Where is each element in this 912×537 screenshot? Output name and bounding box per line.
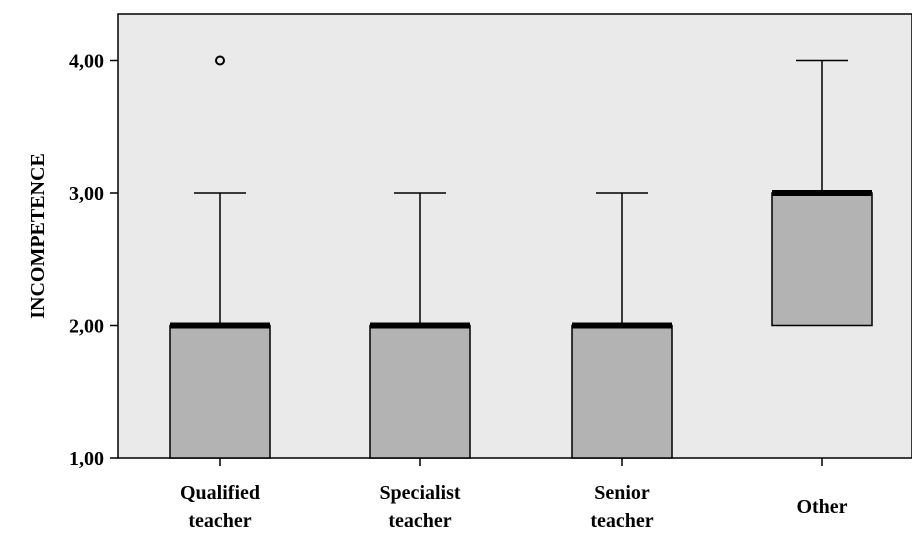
y-tick-label: 3,00 (69, 183, 104, 205)
box-rect (771, 192, 873, 327)
y-axis-title: INCOMPETENCE (27, 153, 49, 319)
box-rect (369, 324, 471, 459)
box-1 (369, 192, 471, 459)
box-3 (771, 59, 873, 327)
x-tick-label: teacher (188, 510, 251, 532)
y-tick-label: 4,00 (69, 51, 104, 73)
x-tick-label: Senior (594, 482, 650, 504)
box-rect (571, 324, 673, 459)
box-2 (571, 192, 673, 459)
outlier-point (215, 55, 225, 66)
x-tick-label: teacher (388, 510, 451, 532)
x-tick-label: Specialist (379, 482, 460, 504)
y-tick-label: 1,00 (69, 448, 104, 470)
x-tick-label: Qualified (180, 482, 260, 504)
x-tick-label: Other (796, 496, 847, 518)
boxes-group (169, 55, 873, 459)
y-tick-label: 2,00 (69, 316, 104, 338)
box-rect (169, 324, 271, 459)
y-axis: 1,00 2,00 3,00 4,00 (69, 51, 118, 470)
x-axis: Qualified teacher Specialist teacher Senior t… (180, 458, 848, 532)
x-tick-label: teacher (590, 510, 653, 532)
box-0 (169, 55, 271, 459)
